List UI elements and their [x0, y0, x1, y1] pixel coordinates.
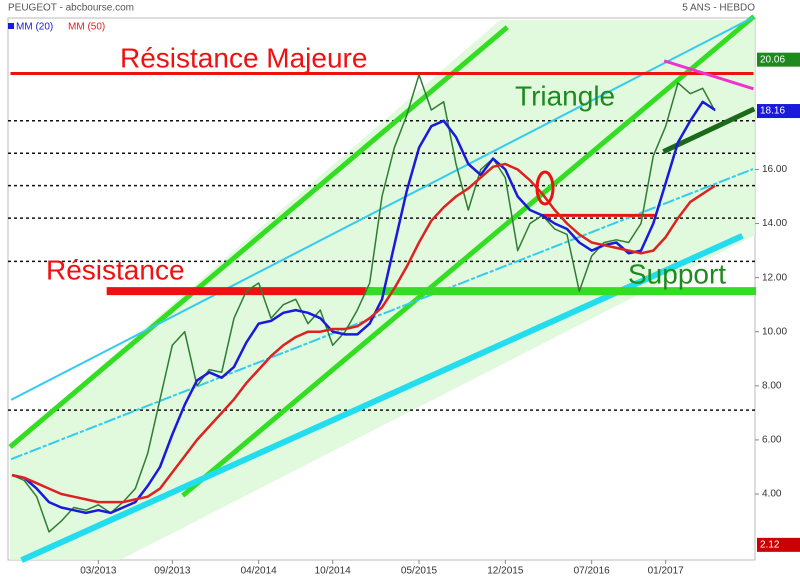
annotation: Résistance Majeure — [120, 42, 367, 73]
trend-line — [181, 14, 756, 498]
highlight-circle — [535, 170, 555, 206]
price-marker — [757, 537, 800, 552]
trend-line — [10, 16, 754, 401]
annotation: Support — [628, 258, 726, 289]
x-tick-label: 03/2013 — [80, 566, 117, 577]
moving-average — [11, 100, 716, 515]
chart-subtitle: 5 ANS - HEBDO — [682, 3, 755, 14]
price-marker — [757, 104, 800, 119]
annotation: Résistance — [46, 254, 185, 285]
price-marker — [757, 52, 800, 67]
trend-line — [8, 25, 509, 449]
x-tick-label: 01/2017 — [648, 566, 685, 577]
legend-label: MM (20) — [16, 22, 53, 33]
y-tick-label: 14.00 — [762, 218, 787, 229]
y-tick-label: 10.00 — [762, 326, 787, 337]
x-tick-label: 04/2014 — [241, 566, 278, 577]
price-marker-label: 20.06 — [760, 54, 785, 65]
trend-line — [663, 59, 754, 91]
y-tick-label: 4.00 — [762, 489, 782, 500]
y-tick-label: 12.00 — [762, 272, 787, 283]
chart-title: PEUGEOT - abcbourse.com — [8, 3, 134, 14]
y-tick-label: 8.00 — [762, 380, 782, 391]
x-tick-label: 10/2014 — [315, 566, 352, 577]
legend-swatch — [8, 23, 14, 29]
trend-line — [662, 106, 756, 154]
moving-average — [11, 162, 716, 504]
price-marker-label: 18.16 — [760, 106, 785, 117]
trend-line — [10, 168, 754, 461]
x-tick-label: 12/2015 — [487, 566, 524, 577]
y-tick-label: 6.00 — [762, 435, 782, 446]
annotation: Triangle — [515, 80, 615, 111]
x-tick-label: 09/2013 — [154, 566, 191, 577]
x-tick-label: 05/2015 — [401, 566, 438, 577]
legend-label: MM (50) — [68, 22, 105, 33]
x-tick-label: 07/2016 — [574, 566, 611, 577]
price-marker-label: 2.12 — [760, 539, 780, 550]
y-tick-label: 16.00 — [762, 164, 787, 175]
